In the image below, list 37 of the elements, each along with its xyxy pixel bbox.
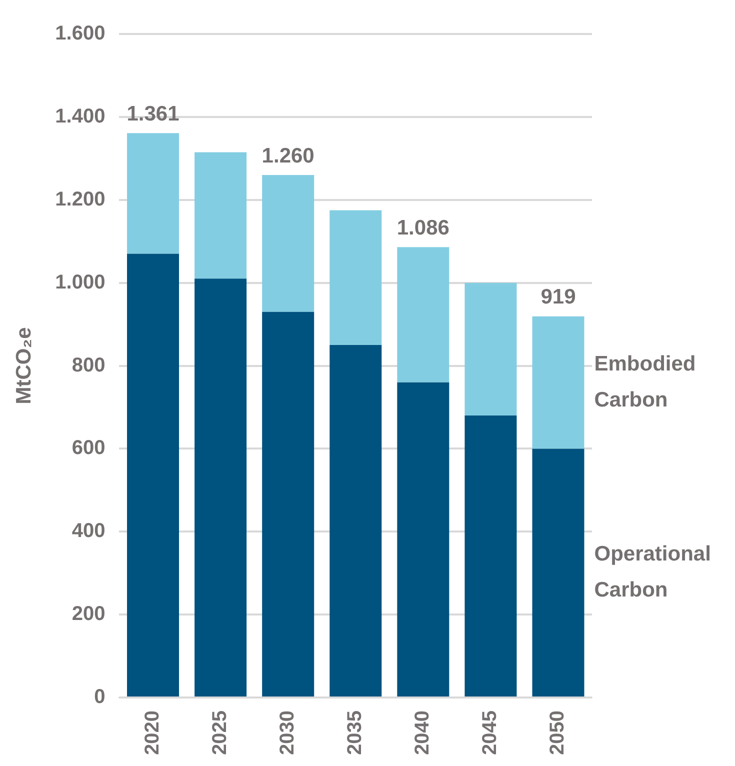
bar	[330, 345, 382, 697]
series-label: Embodied Carbon	[594, 352, 696, 412]
x-tick-label: 2025	[209, 710, 232, 756]
bar	[532, 316, 584, 449]
bar	[194, 278, 247, 697]
total-label: 919	[540, 286, 576, 309]
bar	[127, 254, 180, 697]
total-label: 1.260	[262, 144, 314, 168]
y-axis-title: MtCO₂e	[12, 327, 36, 404]
x-tick-label: 2045	[479, 710, 502, 756]
bar	[464, 282, 517, 416]
bar	[397, 382, 450, 697]
x-tick-label: 2050	[546, 710, 569, 756]
series-label: Operational Carbon	[594, 542, 711, 602]
y-tick-label: 0	[94, 686, 106, 708]
y-tick-label: 400	[72, 520, 106, 542]
y-tick-label: 1.000	[55, 271, 106, 294]
bar	[464, 416, 517, 697]
y-tick-label: 1.200	[55, 188, 106, 210]
x-tick-label: 2040	[412, 710, 434, 756]
bar	[397, 247, 450, 382]
y-tick-label: 200	[72, 603, 106, 626]
bar	[532, 448, 584, 697]
bar	[262, 174, 314, 312]
total-label: 1.086	[396, 216, 450, 240]
total-label: 1.361	[126, 102, 180, 126]
y-tick-label: 800	[72, 354, 106, 376]
y-tick-label: 600	[72, 437, 106, 460]
bar	[194, 152, 247, 279]
x-tick-label: 2020	[142, 710, 164, 756]
y-tick-label: 1.600	[55, 22, 106, 45]
y-tick-label: 1.400	[55, 105, 106, 128]
bar	[127, 133, 180, 254]
x-tick-label: 2030	[276, 710, 299, 756]
x-tick-label: 2035	[344, 710, 366, 756]
bar	[330, 210, 382, 346]
bar	[262, 312, 314, 697]
